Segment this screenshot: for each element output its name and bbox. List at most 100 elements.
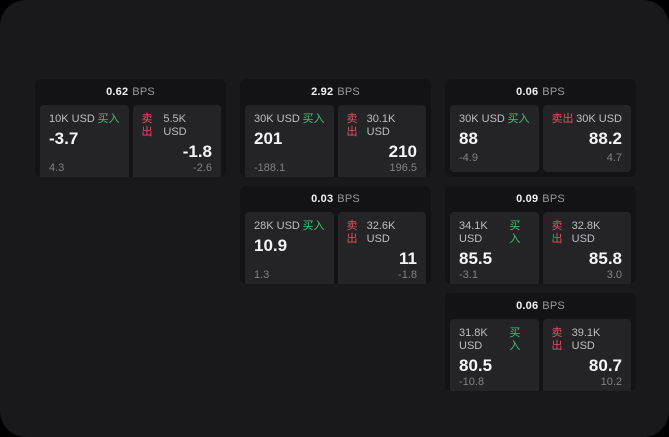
bps-unit: BPS [542, 300, 565, 312]
spread-card-5: 0.09 BPS 34.1K USD 买入 85.5 -3.1 卖出 32.8K… [445, 186, 636, 284]
sell-panel-top: 卖出 32.8K USD [552, 220, 623, 246]
buy-label: 买入 [509, 220, 521, 245]
sell-amount: 30.1K USD [366, 113, 396, 138]
sell-sub-value: -2.6 [193, 162, 212, 174]
sell-sub-value: 4.7 [606, 152, 622, 164]
card-header: 2.92 BPS [240, 79, 431, 105]
sell-amount: 32.6K USD [366, 220, 396, 245]
sell-sub-value: -1.8 [398, 269, 417, 281]
buy-label: 买入 [507, 113, 530, 125]
buy-price: 85.5 [459, 249, 493, 268]
card-header: 0.09 BPS [445, 186, 636, 212]
buy-price: -3.7 [49, 129, 79, 148]
sell-panel[interactable]: 卖出 32.6K USD 11 -1.8 [337, 212, 426, 284]
buy-sub-value: -10.8 [459, 376, 485, 388]
sell-panel[interactable]: 卖出 39.1K USD 80.7 10.2 [542, 319, 631, 391]
sell-sub-value: 196.5 [389, 162, 417, 174]
sell-panel[interactable]: 卖出 5.5K USD -1.8 -2.6 [132, 105, 221, 177]
sell-panel-top: 卖出 5.5K USD [142, 113, 213, 139]
buy-panel[interactable]: 30K USD 买入 201 -188.1 [245, 105, 334, 177]
sell-panel-top: 卖出 39.1K USD [552, 327, 623, 353]
bps-unit: BPS [542, 86, 565, 98]
buy-sub-value: -3.1 [459, 269, 478, 281]
card-header: 0.03 BPS [240, 186, 431, 212]
sell-price: 80.7 [588, 356, 622, 375]
buy-label: 买入 [302, 220, 325, 232]
bps-value: 0.06 [516, 86, 539, 98]
sell-price: 11 [399, 249, 417, 268]
buy-panel-top: 31.8K USD 买入 [459, 327, 530, 353]
spread-card-4: 0.03 BPS 28K USD 买入 10.9 1.3 卖出 32.6K US… [240, 186, 431, 284]
buy-sub-value: -4.9 [459, 152, 478, 164]
sell-label: 卖出 [551, 220, 563, 245]
buy-amount: 31.8K USD [459, 327, 488, 352]
sell-panel-top: 卖出 30K USD [552, 113, 623, 126]
buy-panel-top: 10K USD 买入 [49, 113, 120, 126]
sell-price: -1.8 [182, 142, 212, 161]
sell-panel-top: 卖出 32.6K USD [347, 220, 418, 246]
card-header: 0.06 BPS [445, 79, 636, 105]
buy-price: 201 [254, 129, 283, 148]
sell-panel[interactable]: 卖出 32.8K USD 85.8 3.0 [542, 212, 631, 284]
buy-panel[interactable]: 10K USD 买入 -3.7 4.3 [40, 105, 129, 177]
card-header: 0.62 BPS [35, 79, 226, 105]
spread-card-2: 2.92 BPS 30K USD 买入 201 -188.1 卖出 30.1K … [240, 79, 431, 177]
panels-row: 28K USD 买入 10.9 1.3 卖出 32.6K USD 11 -1.8 [240, 212, 431, 284]
spread-card-6: 0.06 BPS 31.8K USD 买入 80.5 -10.8 卖出 39.1… [445, 293, 636, 391]
card-header: 0.06 BPS [445, 293, 636, 319]
buy-sub-value: -188.1 [254, 162, 286, 174]
sell-sub-value: 10.2 [600, 376, 622, 388]
buy-panel[interactable]: 31.8K USD 买入 80.5 -10.8 [450, 319, 539, 391]
bps-value: 0.03 [311, 193, 334, 205]
panels-row: 10K USD 买入 -3.7 4.3 卖出 5.5K USD -1.8 -2.… [35, 105, 226, 177]
panels-row: 30K USD 买入 201 -188.1 卖出 30.1K USD 210 1… [240, 105, 431, 177]
bps-unit: BPS [542, 193, 565, 205]
buy-price: 80.5 [459, 356, 493, 375]
buy-label: 买入 [302, 113, 325, 125]
buy-amount: 34.1K USD [459, 220, 488, 245]
buy-panel-top: 30K USD 买入 [459, 113, 530, 126]
buy-panel[interactable]: 30K USD 买入 88 -4.9 [450, 105, 539, 172]
bps-unit: BPS [337, 86, 360, 98]
buy-panel[interactable]: 34.1K USD 买入 85.5 -3.1 [450, 212, 539, 284]
panels-row: 34.1K USD 买入 85.5 -3.1 卖出 32.8K USD 85.8… [445, 212, 636, 284]
sell-label: 卖出 [346, 113, 358, 138]
sell-price: 88.2 [588, 129, 622, 148]
sell-amount: 5.5K USD [163, 113, 187, 138]
buy-panel-top: 28K USD 买入 [254, 220, 325, 233]
panels-row: 31.8K USD 买入 80.5 -10.8 卖出 39.1K USD 80.… [445, 319, 636, 391]
panels-row: 30K USD 买入 88 -4.9 卖出 30K USD 88.2 4.7 [445, 105, 636, 177]
sell-panel[interactable]: 卖出 30.1K USD 210 196.5 [337, 105, 426, 177]
buy-panel[interactable]: 28K USD 买入 10.9 1.3 [245, 212, 334, 284]
sell-amount: 39.1K USD [571, 327, 601, 352]
bps-value: 0.06 [516, 300, 539, 312]
buy-amount: 30K USD [254, 113, 300, 125]
sell-price: 85.8 [588, 249, 622, 268]
buy-panel-top: 30K USD 买入 [254, 113, 325, 126]
quote-grid: 0.62 BPS 10K USD 买入 -3.7 4.3 卖出 5.5K USD [35, 79, 636, 391]
buy-price: 88 [459, 129, 478, 148]
buy-sub-value: 1.3 [254, 269, 270, 281]
sell-amount: 32.8K USD [571, 220, 601, 245]
sell-price: 210 [388, 142, 417, 161]
sell-label: 卖出 [346, 220, 358, 245]
buy-amount: 28K USD [254, 220, 300, 232]
sell-panel-top: 卖出 30.1K USD [347, 113, 418, 139]
buy-amount: 10K USD [49, 113, 95, 125]
buy-sub-value: 4.3 [49, 162, 65, 174]
buy-price: 10.9 [254, 236, 288, 255]
bps-value: 0.62 [106, 86, 129, 98]
buy-amount: 30K USD [459, 113, 505, 125]
bps-value: 2.92 [311, 86, 334, 98]
bps-unit: BPS [337, 193, 360, 205]
buy-panel-top: 34.1K USD 买入 [459, 220, 530, 246]
spread-card-1: 0.62 BPS 10K USD 买入 -3.7 4.3 卖出 5.5K USD [35, 79, 226, 177]
bps-value: 0.09 [516, 193, 539, 205]
buy-label: 买入 [509, 327, 521, 352]
buy-label: 买入 [97, 113, 120, 125]
spread-card-3: 0.06 BPS 30K USD 买入 88 -4.9 卖出 30K USD [445, 79, 636, 177]
sell-panel[interactable]: 卖出 30K USD 88.2 4.7 [542, 105, 631, 172]
sell-sub-value: 3.0 [606, 269, 622, 281]
sell-amount: 30K USD [576, 113, 622, 125]
